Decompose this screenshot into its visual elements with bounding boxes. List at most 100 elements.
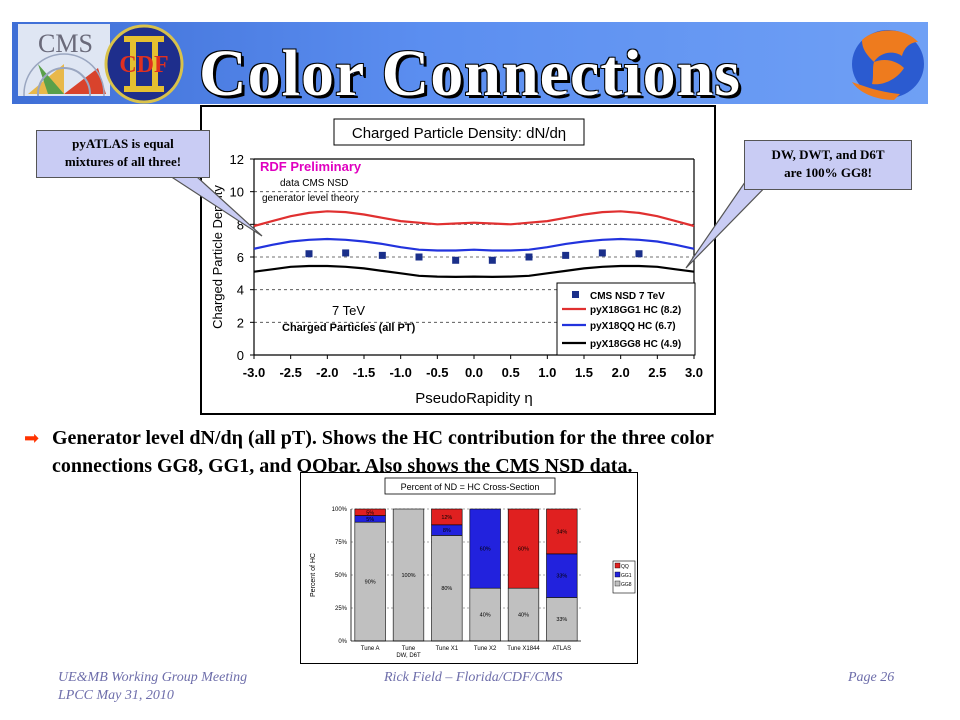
bullet-line-2: connections GG8, GG1, and QQbar. Also sh… xyxy=(52,455,633,477)
cdf-logo: CDF xyxy=(104,24,184,104)
y-tick-label: 6 xyxy=(237,250,244,265)
annotation-generator: generator level theory xyxy=(262,193,359,204)
x-tick-label: -0.5 xyxy=(426,365,448,380)
bar-category-label: Tune X1844 xyxy=(507,646,540,652)
bar-chart-title: Percent of ND = HC Cross-Section xyxy=(401,482,540,492)
bar-segment-gg8 xyxy=(507,587,540,642)
footer-meeting: UE&MB Working Group Meeting LPCC May 31,… xyxy=(58,670,247,704)
callout-pyatlas-line2: mixtures of all three! xyxy=(64,154,182,169)
legend-label: pyX18GG1 HC (8.2) xyxy=(590,305,681,316)
chart-legend: CMS NSD 7 TeV pyX18GG1 HC (8.2) pyX18QQ HC… xyxy=(556,282,696,356)
bullet-text: Generator level dN/dη (all pT). Shows th… xyxy=(52,424,932,480)
y-axis-label: Charged Particle Density xyxy=(210,185,225,329)
callout-pyatlas-line1: pyATLAS is equal xyxy=(72,136,174,151)
bar-segment-gg8 xyxy=(392,508,425,642)
x-tick-label: 3.0 xyxy=(685,365,703,380)
data-point xyxy=(488,256,496,264)
bar-segment-gg1 xyxy=(469,508,501,589)
legend-label: pyX18QQ HC (6.7) xyxy=(590,321,676,332)
bar-category-label: Tune X2 xyxy=(474,646,497,652)
x-tick-label: 1.0 xyxy=(538,365,556,380)
footer-meeting-line2: LPCC May 31, 2010 xyxy=(58,688,174,703)
hc-bar-chart: Percent of ND = HC Cross-Section 0% 25% 50%… xyxy=(310,477,636,659)
callout-dw-line2: are 100% GG8! xyxy=(784,165,872,180)
x-tick-label: 0.5 xyxy=(502,365,520,380)
cdf-logo-text: CDF xyxy=(119,52,168,78)
y-tick-label: 12 xyxy=(230,152,244,167)
x-tick-label: -1.0 xyxy=(389,365,411,380)
bar-segment-gg8 xyxy=(431,535,463,642)
bar-value-label: 90% xyxy=(365,580,376,586)
bar-category-label: Tune A xyxy=(361,646,380,652)
y-tick-label: 10 xyxy=(230,185,244,200)
bar-segment-qq xyxy=(546,508,578,555)
data-point xyxy=(342,249,350,257)
bar-segment-qq xyxy=(507,508,540,589)
density-chart: Charged Particle Density: dN/dη 0 2 4 6 8 10 12… xyxy=(210,118,703,407)
callout-pyatlas: pyATLAS is equal mixtures of all three! xyxy=(36,130,210,178)
legend-label: pyX18GG8 HC (4.9) xyxy=(590,339,681,350)
bar-value-label: 40% xyxy=(518,613,529,619)
bar-value-label: 33% xyxy=(556,617,567,623)
bar-y-tick-label: 0% xyxy=(338,639,347,645)
bar-category-label: ATLAS xyxy=(553,646,572,652)
y-tick-label: 0 xyxy=(237,348,244,363)
data-point xyxy=(378,251,386,259)
bar-legend-swatch xyxy=(614,580,621,587)
callout-dw-line1: DW, DWT, and D6T xyxy=(771,147,885,162)
annotation-data-source: data CMS NSD xyxy=(280,178,348,189)
bar-value-label: 33% xyxy=(556,574,567,580)
bar-legend-swatch xyxy=(614,562,621,569)
bar-y-tick-label: 100% xyxy=(332,507,348,513)
bar-chart-title-box xyxy=(384,477,556,495)
series-line-gg8 xyxy=(253,264,695,279)
bar-y-tick-label: 75% xyxy=(335,540,348,546)
chart-title: Charged Particle Density: dN/dη xyxy=(352,125,566,142)
slide-title: Color Connections xyxy=(199,37,741,110)
footer-meeting-line1: UE&MB Working Group Meeting xyxy=(58,670,248,685)
bar-legend-label: QQ xyxy=(621,564,629,570)
y-tick-label: 8 xyxy=(237,217,244,232)
florida-gator-logo xyxy=(852,30,924,100)
bar-value-label: 8% xyxy=(443,528,451,534)
bar-segment-gg8 xyxy=(469,587,501,642)
bar-segment-gg8 xyxy=(546,597,578,642)
x-tick-label: -1.5 xyxy=(353,365,375,380)
series-line-gg1 xyxy=(253,210,695,228)
x-axis-label: PseudoRapidity η xyxy=(415,390,533,407)
hc-bar-chart-frame: Percent of ND = HC Cross-Section 0% 25% 50%… xyxy=(300,472,638,664)
data-point xyxy=(562,251,570,259)
bullet-line-1: Generator level dN/dη (all pT). Shows th… xyxy=(52,427,714,449)
series-line-qq xyxy=(253,237,695,252)
bar-segment-qq xyxy=(431,508,463,526)
data-point xyxy=(525,253,533,261)
footer-author: Rick Field – Florida/CDF/CMS xyxy=(384,670,563,685)
data-point xyxy=(635,250,643,258)
bar-value-label: 5% xyxy=(366,517,374,523)
data-point xyxy=(305,250,313,258)
bar-value-label: 12% xyxy=(441,515,452,521)
data-point xyxy=(452,256,460,264)
bar-value-label: 34% xyxy=(556,529,567,535)
x-tick-label: 2.5 xyxy=(648,365,666,380)
bar-category-label: Tune X1 xyxy=(436,646,459,652)
bar-y-tick-label: 25% xyxy=(335,606,348,612)
bullet-arrow-icon: ➡ xyxy=(24,428,40,448)
bar-value-label: 40% xyxy=(480,613,491,619)
bar-category-label: DW, D6T xyxy=(396,653,421,659)
annotation-energy: 7 TeV xyxy=(332,303,365,318)
bar-value-label: 60% xyxy=(480,547,491,553)
data-point xyxy=(598,249,606,257)
density-chart-frame: Charged Particle Density: dN/dη 0 2 4 6 8 10 12… xyxy=(200,105,716,415)
bar-segment-gg1 xyxy=(546,553,578,598)
y-tick-label: 2 xyxy=(237,315,244,330)
x-tick-label: -2.5 xyxy=(279,365,301,380)
y-tick-label: 4 xyxy=(237,283,244,298)
x-tick-label: -3.0 xyxy=(243,365,265,380)
bar-segment-qq xyxy=(354,508,386,516)
x-tick-label: -2.0 xyxy=(316,365,338,380)
x-tick-label: 2.0 xyxy=(612,365,630,380)
cms-logo-text: CMS xyxy=(38,29,93,58)
bar-legend-swatch xyxy=(614,571,621,578)
bar-category-label: Tune xyxy=(402,646,416,652)
